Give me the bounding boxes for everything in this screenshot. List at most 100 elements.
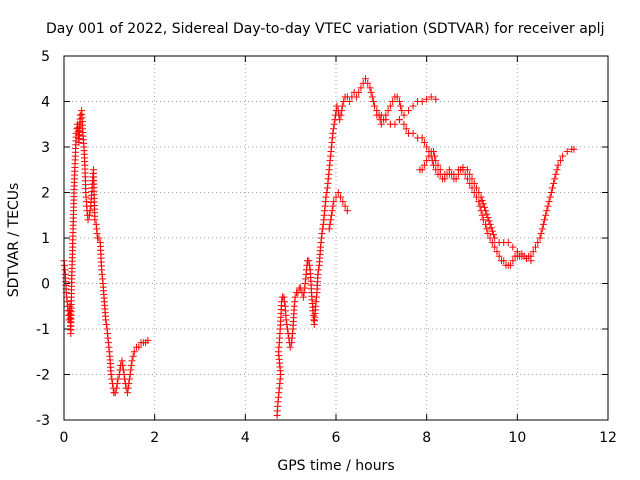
data-point-marker — [113, 384, 121, 392]
data-point-marker — [135, 343, 143, 351]
data-point-marker — [318, 229, 326, 237]
data-point-marker — [420, 138, 428, 146]
data-point-marker — [120, 371, 128, 378]
data-point-marker — [531, 243, 539, 251]
data-point-marker — [548, 184, 556, 192]
data-point-marker — [368, 93, 376, 101]
data-point-marker — [429, 148, 437, 156]
data-point-marker — [400, 111, 408, 119]
data-point-marker — [395, 98, 403, 105]
y-tick-label: -2 — [36, 368, 50, 384]
data-point-marker — [281, 298, 289, 306]
data-point-marker — [282, 316, 290, 324]
data-point-marker — [432, 95, 440, 103]
data-point-marker — [330, 120, 338, 128]
data-point-marker — [527, 257, 535, 265]
data-point-marker — [338, 107, 346, 115]
data-point-marker — [488, 227, 496, 235]
data-point-marker — [539, 220, 547, 228]
data-point-marker — [459, 163, 467, 171]
data-point-marker — [86, 207, 94, 215]
data-point-marker — [473, 184, 481, 192]
data-point-marker — [513, 248, 521, 256]
data-point-marker — [336, 116, 344, 124]
data-point-marker — [102, 320, 110, 328]
data-point-marker — [552, 170, 560, 178]
data-point-marker — [537, 229, 545, 237]
data-point-marker — [402, 125, 410, 133]
data-point-marker — [393, 93, 401, 101]
data-point-marker — [570, 145, 578, 153]
data-point-marker — [326, 220, 334, 228]
chart-title: Day 001 of 2022, Sidereal Day-to-day VTE… — [46, 21, 604, 37]
data-point-marker — [328, 207, 336, 215]
data-point-marker — [522, 254, 530, 262]
data-point-marker — [280, 293, 288, 301]
data-point-marker — [339, 198, 347, 206]
data-point-marker — [483, 210, 491, 218]
y-tick-label: 5 — [41, 49, 50, 65]
data-point-marker — [397, 102, 405, 110]
data-point-marker — [341, 202, 349, 210]
data-point-marker — [352, 93, 360, 101]
data-point-marker — [485, 217, 493, 225]
data-point-marker — [542, 211, 550, 219]
data-point-marker — [547, 189, 555, 196]
data-point-marker — [322, 193, 330, 201]
data-point-marker — [418, 98, 426, 105]
data-point-marker — [327, 211, 335, 219]
data-point-marker — [382, 116, 390, 124]
data-point-marker — [119, 366, 127, 374]
data-point-marker — [107, 371, 115, 378]
data-point-marker — [126, 371, 134, 378]
y-tick-label: 2 — [41, 186, 50, 202]
data-point-marker — [84, 216, 92, 224]
data-point-marker — [340, 98, 348, 105]
data-point-marker — [338, 102, 346, 110]
data-point-marker — [355, 88, 363, 96]
data-point-marker — [346, 98, 354, 105]
data-point-marker — [466, 170, 474, 178]
data-point-marker — [546, 193, 554, 201]
data-point-marker — [329, 129, 337, 137]
data-point-marker — [541, 216, 549, 224]
data-point-marker — [487, 224, 495, 232]
data-point-marker — [286, 343, 294, 351]
data-point-marker — [330, 125, 338, 133]
data-point-marker — [450, 170, 458, 178]
data-point-marker — [423, 157, 431, 165]
data-point-marker — [127, 366, 135, 374]
data-point-marker — [95, 234, 103, 242]
data-point-marker — [518, 252, 526, 260]
data-point-marker — [125, 380, 133, 388]
data-point-marker — [423, 143, 431, 151]
data-point-marker — [486, 220, 494, 228]
data-point-marker — [509, 243, 517, 251]
y-tick-label: 3 — [41, 140, 50, 156]
plot-frame — [63, 55, 609, 421]
data-point-marker — [495, 252, 503, 260]
data-point-marker — [102, 316, 110, 324]
y-tick-label: 1 — [41, 231, 50, 247]
data-point-marker — [507, 261, 515, 269]
data-point-marker — [483, 225, 491, 233]
data-point-marker — [369, 98, 377, 105]
data-point-marker — [423, 95, 431, 103]
x-axis-label: GPS time / hours — [277, 458, 394, 474]
data-point-marker — [319, 225, 327, 233]
y-tick-label: -3 — [36, 413, 50, 429]
data-point-marker — [124, 384, 132, 392]
data-point-marker — [330, 198, 338, 206]
data-point-marker — [544, 202, 552, 210]
data-point-marker — [118, 357, 126, 365]
data-point-marker — [454, 166, 462, 174]
data-point-marker — [538, 225, 546, 233]
y-axis-label: SDTVAR / TECUs — [6, 183, 22, 298]
data-point-marker — [367, 88, 375, 96]
data-point-marker — [491, 234, 499, 242]
data-point-marker — [398, 107, 406, 115]
data-point-marker — [478, 196, 486, 204]
data-point-marker — [482, 207, 490, 215]
data-point-marker — [323, 189, 331, 196]
